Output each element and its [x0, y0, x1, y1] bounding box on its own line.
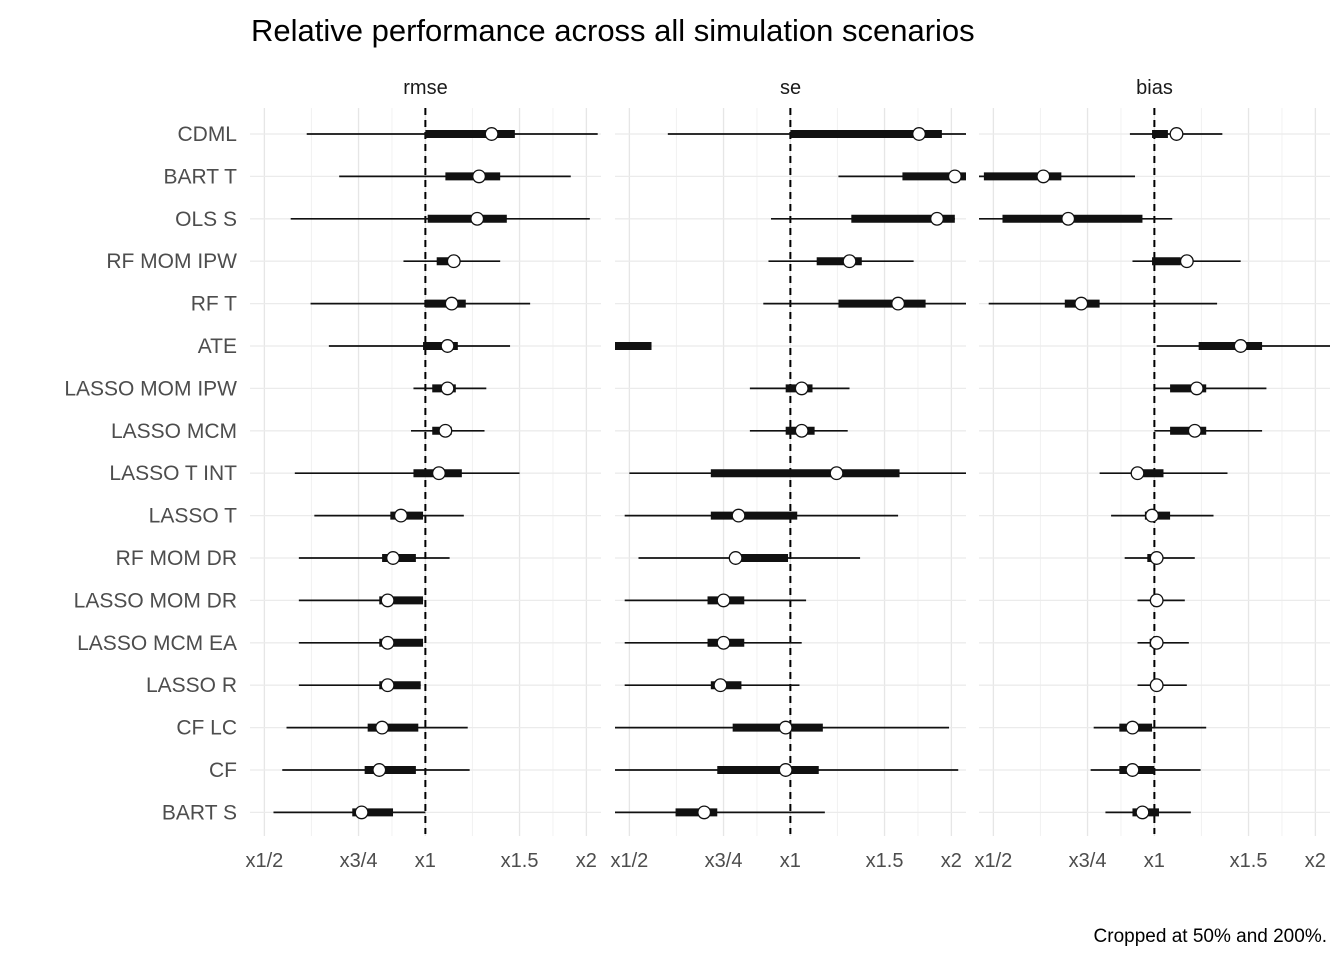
mean-point: [1149, 551, 1164, 565]
panel-bias: bias x1/2 x3/4 x1 x1.5 x2: [974, 77, 1330, 872]
x-tick-label: x2: [1305, 850, 1326, 872]
method-label: CF LC: [176, 717, 237, 740]
mean-point: [375, 720, 390, 735]
mean-point: [1125, 763, 1140, 777]
mean-point: [380, 678, 395, 693]
chart-title: Relative performance across all simulati…: [251, 13, 975, 48]
mean-point: [446, 254, 461, 269]
mean-point: [716, 635, 731, 650]
mean-point: [1135, 805, 1150, 820]
mean-point: [912, 127, 926, 141]
mean-point: [372, 763, 387, 777]
method-label: OLS S: [175, 208, 237, 231]
x-tick-label: x1.5: [1230, 850, 1268, 872]
mean-point: [440, 381, 455, 396]
mean-point: [1149, 593, 1164, 608]
method-labels: CDML BART T OLS S RF MOM IPW RF T ATE LASSO MO…: [64, 123, 237, 824]
mean-point: [842, 254, 857, 269]
mean-point: [728, 551, 743, 565]
mean-point: [697, 805, 712, 820]
x-tick-label: x1.5: [866, 850, 904, 872]
mean-point: [472, 169, 487, 184]
x-tick-label: x1.5: [501, 850, 539, 872]
mean-point: [794, 423, 809, 438]
method-label: LASSO MOM DR: [74, 589, 237, 612]
mean-point: [1189, 381, 1204, 396]
mean-point: [930, 211, 944, 226]
method-label: LASSO MOM IPW: [64, 377, 237, 400]
mean-point: [1233, 339, 1248, 353]
mean-point: [794, 381, 809, 396]
method-label: LASSO MCM: [111, 420, 237, 443]
x-tick-label: x1: [1144, 850, 1165, 872]
mean-point: [354, 805, 369, 820]
method-label: RF T: [191, 293, 237, 316]
panel-strip-label: bias: [1136, 77, 1173, 99]
panel-strip-label: rmse: [403, 77, 447, 99]
x-tick-label: x2: [576, 850, 597, 872]
x-tick-label: x2: [941, 850, 962, 872]
mean-point: [440, 339, 455, 353]
chart-caption: Cropped at 50% and 200%.: [1094, 926, 1327, 947]
mean-point: [470, 211, 485, 226]
mean-point: [947, 169, 962, 184]
mean-point: [380, 635, 395, 650]
method-label: BART S: [162, 801, 237, 824]
mean-point: [393, 508, 408, 523]
mean-point: [829, 466, 844, 481]
panel-strip-label: se: [780, 77, 801, 99]
method-label: RF MOM IPW: [106, 250, 237, 273]
method-label: LASSO T INT: [109, 462, 237, 485]
x-tick-label: x1: [780, 850, 801, 872]
mean-point: [484, 127, 499, 141]
x-tick-label: x3/4: [705, 850, 743, 872]
mean-point: [891, 296, 906, 311]
mean-point: [778, 763, 793, 777]
method-label: LASSO MCM EA: [77, 632, 237, 655]
mean-point: [1179, 254, 1194, 269]
x-tick-label: x3/4: [1069, 850, 1107, 872]
mean-point: [1149, 678, 1164, 693]
mean-point: [778, 720, 793, 735]
mean-point: [1125, 720, 1140, 735]
mean-point: [444, 296, 459, 311]
mean-point: [438, 423, 453, 438]
method-label: CDML: [177, 123, 237, 146]
x-tick-label: x1/2: [610, 850, 648, 872]
method-label: LASSO R: [146, 674, 237, 697]
x-tick-label: x1/2: [974, 850, 1012, 872]
x-tick-label: x3/4: [340, 850, 378, 872]
mean-point: [1145, 508, 1159, 523]
mean-point: [386, 551, 400, 565]
mean-point: [380, 593, 395, 608]
mean-point: [716, 593, 731, 608]
method-label: ATE: [198, 335, 237, 358]
mean-point: [1187, 423, 1202, 438]
panel-se: se x1/2 x3/4 x1 x1.5 x2: [610, 77, 966, 872]
method-label: RF MOM DR: [116, 547, 237, 570]
x-tick-label: x1: [415, 850, 436, 872]
mean-point: [1074, 296, 1089, 311]
mean-point: [731, 508, 746, 523]
panel-rmse: rmse x1/2 x3/4 x1 x1.5 x2: [245, 77, 601, 872]
mean-point: [1169, 127, 1184, 141]
x-tick-label: x1/2: [245, 850, 283, 872]
mean-point: [1130, 466, 1145, 481]
method-label: LASSO T: [149, 505, 237, 528]
mean-point: [431, 466, 446, 481]
mean-point: [1149, 635, 1164, 650]
mean-point: [1036, 169, 1051, 184]
mean-point: [713, 678, 728, 693]
method-label: BART T: [163, 165, 237, 188]
mean-point: [1061, 211, 1076, 226]
method-label: CF: [209, 759, 237, 782]
